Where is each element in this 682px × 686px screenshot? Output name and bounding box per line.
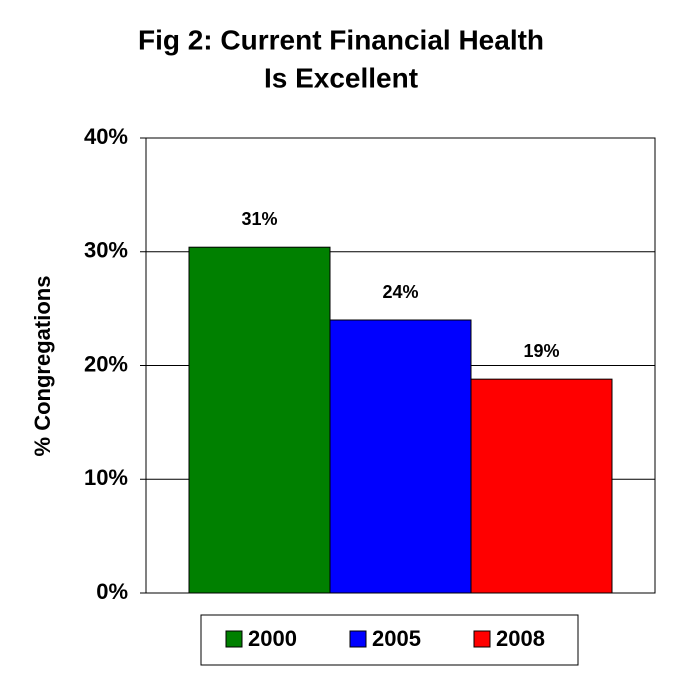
chart-title: Fig 2: Current Financial Health: [138, 24, 544, 55]
bar: [329, 319, 472, 594]
legend-label: 2005: [372, 626, 421, 651]
bar: [188, 246, 331, 594]
legend-swatch: [225, 630, 243, 648]
data-label: 19%: [523, 341, 559, 361]
y-tick-label: 20%: [84, 351, 128, 376]
y-tick-label: 30%: [84, 238, 128, 263]
legend-label: 2000: [248, 626, 297, 651]
y-tick-label: 10%: [84, 465, 128, 490]
data-label: 31%: [241, 209, 277, 229]
legend-swatch: [349, 630, 367, 648]
y-tick-label: 40%: [84, 124, 128, 149]
legend-label: 2008: [496, 626, 545, 651]
y-tick-label: 0%: [96, 579, 128, 604]
chart-title: Is Excellent: [264, 62, 418, 93]
y-axis-label: % Congregations: [30, 276, 55, 457]
bar: [470, 378, 613, 594]
legend-swatch: [473, 630, 491, 648]
data-label: 24%: [382, 282, 418, 302]
legend-box: [200, 614, 579, 666]
